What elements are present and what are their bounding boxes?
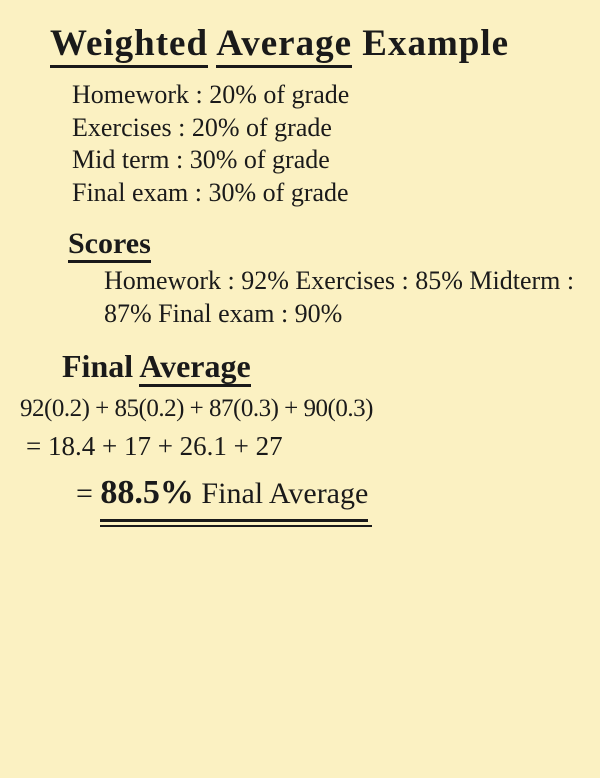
title-word-3: Example	[362, 23, 509, 64]
page-title: Weighted Average Example	[50, 22, 582, 65]
score-value: 92%	[241, 266, 289, 295]
weight-label: Homework	[72, 80, 189, 109]
equation-line-1: 92(0.2) + 85(0.2) + 87(0.3) + 90(0.3)	[20, 391, 582, 427]
score-label: Exercises	[295, 266, 395, 295]
weight-value: 30% of grade	[190, 145, 330, 174]
weight-label: Final exam	[72, 178, 188, 207]
score-label: Homework	[104, 266, 221, 295]
score-row: Final exam : 90%	[158, 299, 342, 328]
score-row: Homework : 92%	[104, 266, 295, 295]
weight-value: 20% of grade	[209, 80, 349, 109]
score-value: 87%	[104, 299, 152, 328]
weight-row: Exercises : 20% of grade	[72, 112, 582, 145]
final-average-heading: Final Average	[62, 348, 582, 385]
score-value: 85%	[415, 266, 463, 295]
equation-line-3: = 88.5% Final Average	[76, 468, 582, 521]
title-word-2: Average	[216, 23, 352, 68]
title-word-1: Weighted	[50, 23, 208, 68]
weight-row: Final exam : 30% of grade	[72, 177, 582, 210]
score-label: Final exam	[158, 299, 274, 328]
final-heading-word-1: Final	[62, 348, 133, 384]
score-row: Exercises : 85%	[295, 266, 469, 295]
calculation-block: 92(0.2) + 85(0.2) + 87(0.3) + 90(0.3) = …	[18, 391, 582, 522]
weight-value: 20% of grade	[192, 113, 332, 142]
weight-row: Mid term : 30% of grade	[72, 144, 582, 177]
score-value: 90%	[295, 299, 343, 328]
weight-value: 30% of grade	[209, 178, 349, 207]
weight-label: Exercises	[72, 113, 172, 142]
final-result: 88.5% Final Average	[100, 468, 368, 521]
weights-block: Homework : 20% of grade Exercises : 20% …	[72, 79, 582, 209]
score-label: Midterm	[469, 266, 560, 295]
equation-line-2: = 18.4 + 17 + 26.1 + 27	[26, 427, 582, 466]
final-heading-word-2: Average	[139, 348, 250, 387]
weight-label: Mid term	[72, 145, 170, 174]
equals-sign: =	[76, 477, 93, 510]
weight-row: Homework : 20% of grade	[72, 79, 582, 112]
scores-block: Homework : 92% Exercises : 85% Midterm :…	[104, 265, 582, 330]
final-result-label: Final Average	[201, 477, 368, 510]
scores-heading: Scores	[68, 227, 582, 261]
final-percent: 88.5%	[100, 474, 194, 511]
